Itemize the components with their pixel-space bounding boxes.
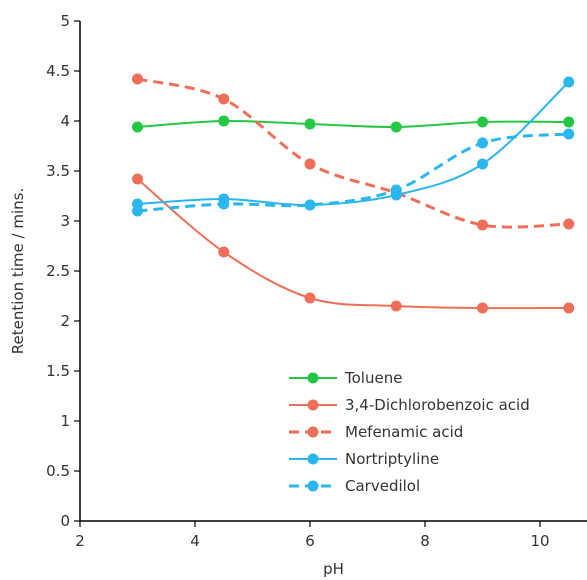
legend-label: Mefenamic acid (345, 423, 463, 441)
legend-label: Nortriptyline (345, 450, 439, 468)
legend-swatch-marker (307, 453, 319, 465)
data-point (390, 300, 402, 312)
x-tick-label: 4 (190, 532, 200, 550)
y-tick-label: 5 (60, 12, 70, 30)
legend-label: 3,4-Dichlorobenzoic acid (345, 396, 530, 414)
series-line (137, 119, 569, 129)
data-point (218, 93, 230, 105)
series-toluene (132, 115, 575, 133)
legend: Toluene 3,4-Dichlorobenzoic acid Mefenamic… (289, 369, 530, 495)
y-axis-label: Retention time / mins. (9, 188, 27, 354)
data-point (477, 158, 488, 170)
axes: 0 0.5 1 1.5 2 2.5 3 3.5 4 4.5 5 2 4 6 8 10 (46, 12, 587, 550)
y-tick-label: 4.5 (46, 62, 70, 80)
data-point (390, 121, 402, 133)
y-tick-label: 2.5 (46, 262, 70, 280)
legend-item: Toluene (289, 369, 402, 387)
legend-swatch-marker (307, 372, 319, 384)
data-point (304, 158, 316, 170)
legend-swatch-marker (307, 399, 319, 411)
data-point (477, 219, 488, 231)
y-tick-label: 2 (60, 312, 70, 330)
data-point (563, 302, 575, 314)
series-mefenamic-acid (132, 73, 575, 231)
y-tick-label: 0.5 (46, 462, 70, 480)
legend-swatch-marker (307, 426, 319, 438)
data-point (218, 246, 230, 258)
data-point (304, 118, 316, 130)
y-tick-label: 4 (60, 112, 70, 130)
y-tick-label: 3 (60, 212, 70, 230)
x-axis-label: pH (323, 560, 344, 578)
data-point (132, 73, 143, 85)
data-point (304, 199, 316, 211)
data-point (304, 292, 316, 304)
x-tick-label: 6 (305, 532, 315, 550)
legend-item: 3,4-Dichlorobenzoic acid (289, 396, 530, 414)
data-point (563, 76, 575, 88)
data-point (563, 128, 575, 140)
data-point (218, 198, 230, 210)
series-line (137, 81, 570, 207)
legend-label: Toluene (344, 369, 402, 387)
x-tick-label: 8 (420, 532, 430, 550)
legend-item: Mefenamic acid (289, 423, 463, 441)
data-point (477, 302, 488, 314)
series-3-4-dichlorobenzoic-acid (132, 173, 575, 314)
data-point (477, 137, 488, 149)
data-point (390, 184, 402, 196)
data-point (563, 116, 575, 128)
series-line (137, 77, 569, 229)
series-line (136, 178, 569, 310)
data-point (132, 173, 143, 185)
series-layer (132, 73, 575, 314)
series-carvedilol (132, 128, 575, 217)
y-tick-label: 1.5 (46, 362, 70, 380)
series-nortriptyline (132, 76, 575, 211)
legend-item: Carvedilol (289, 477, 420, 495)
data-point (477, 116, 488, 128)
x-tick-label: 2 (75, 532, 85, 550)
y-tick-label: 0 (60, 512, 70, 530)
data-point (132, 205, 143, 217)
y-tick-label: 3.5 (46, 162, 70, 180)
legend-label: Carvedilol (345, 477, 420, 495)
legend-item: Nortriptyline (289, 450, 439, 468)
data-point (563, 218, 575, 230)
data-point (218, 115, 230, 127)
data-point (132, 121, 143, 133)
legend-swatch-marker (307, 480, 319, 492)
x-tick-label: 10 (530, 532, 549, 550)
y-tick-label: 1 (60, 412, 70, 430)
